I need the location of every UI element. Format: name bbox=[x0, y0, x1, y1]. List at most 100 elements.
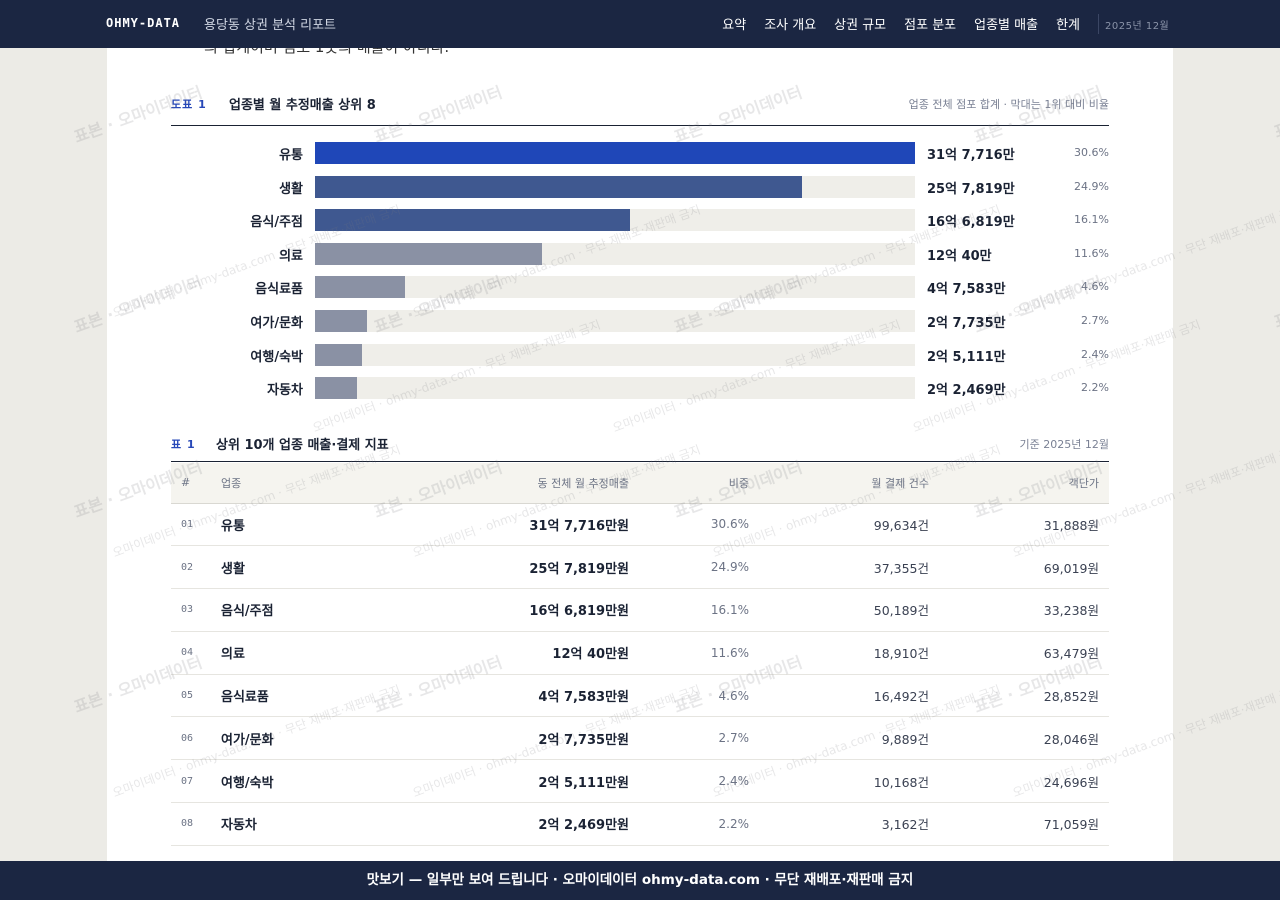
nav-item-store-distribution[interactable]: 점포 분포 bbox=[904, 18, 957, 33]
bar-track bbox=[315, 276, 915, 299]
table-row: 03 음식/주점 16억 6,819만원 16.1% 50,189건 33,238원 bbox=[171, 589, 1109, 632]
rank-cell: 01 bbox=[181, 518, 194, 530]
share-cell: 11.6% bbox=[710, 645, 749, 660]
rank-cell: 08 bbox=[181, 818, 194, 830]
table-row: 06 여가/문화 2억 7,735만원 2.7% 9,889건 28,046원 bbox=[171, 717, 1109, 760]
sales-cell: 2억 5,111만원 bbox=[538, 775, 629, 791]
preview-footer-banner: 맛보기 — 일부만 보여 드립니다 · 오마이데이터 ohmy-data.com… bbox=[0, 861, 1280, 900]
table-row: 01 유통 31억 7,716만원 30.6% 99,634건 31,888원 bbox=[171, 503, 1109, 546]
bar-percent-label: 2.7% bbox=[1081, 314, 1109, 327]
sales-cell: 4억 7,583만원 bbox=[538, 690, 629, 706]
nav-item-summary[interactable]: 요약 bbox=[722, 18, 747, 33]
share-cell: 16.1% bbox=[710, 602, 749, 617]
figure-note: 업종 전체 점포 합계 · 막대는 1위 대비 비율 bbox=[908, 98, 1109, 111]
nav-item-market-size[interactable]: 상권 규모 bbox=[834, 18, 887, 33]
bar-value-label: 2억 7,735만 bbox=[927, 316, 1006, 331]
category-cell: 여행/숙박 bbox=[221, 775, 274, 791]
share-cell: 4.6% bbox=[718, 688, 750, 703]
sales-table: # 업종 동 전체 월 추정매출 비중 월 결제 건수 객단가 01 유통 31억 … bbox=[171, 463, 1109, 846]
nav-menu: 요약 조사 개요 상권 규모 점포 분포 업종별 매출 한계 bbox=[722, 14, 1080, 33]
nav-item-limits[interactable]: 한계 bbox=[1056, 18, 1080, 33]
col-sales: 동 전체 월 추정매출 bbox=[372, 463, 639, 504]
rank-cell: 02 bbox=[181, 561, 194, 573]
category-cell: 음식료품 bbox=[221, 690, 269, 706]
nav-item-sales-by-category[interactable]: 업종별 매출 bbox=[974, 18, 1039, 33]
bar-category-label: 자동차 bbox=[267, 383, 303, 399]
nav-item-overview[interactable]: 조사 개요 bbox=[764, 18, 817, 33]
share-cell: 2.4% bbox=[718, 774, 750, 789]
sales-cell: 16억 6,819만원 bbox=[529, 604, 629, 620]
sales-cell: 2억 7,735만원 bbox=[538, 732, 629, 748]
sales-cell: 25억 7,819만원 bbox=[529, 561, 629, 577]
transactions-cell: 37,355건 bbox=[873, 560, 929, 576]
share-cell: 30.6% bbox=[710, 517, 749, 532]
bar bbox=[315, 310, 368, 332]
top-navbar: OHMY-DATA 용당동 상권 분석 리포트 요약 조사 개요 상권 규모 점… bbox=[0, 0, 1280, 48]
col-category: 업종 bbox=[211, 463, 373, 504]
category-cell: 자동차 bbox=[221, 818, 257, 834]
bar-value-label: 16억 6,819만 bbox=[927, 215, 1015, 231]
table-row: 07 여행/숙박 2억 5,111만원 2.4% 10,168건 24,696원 bbox=[171, 760, 1109, 803]
bar-row: 음식/주점 16억 6,819만 16.1% bbox=[171, 209, 1109, 232]
watermark-text: 표본 · 오마이데이터 bbox=[1271, 78, 1280, 142]
transactions-cell: 50,189건 bbox=[873, 603, 929, 619]
bar-value-label: 2억 5,111만 bbox=[927, 349, 1006, 365]
bar-track bbox=[315, 310, 915, 332]
col-transactions: 월 결제 건수 bbox=[759, 463, 939, 504]
figure-header: 도표 1 업종별 월 추정매출 상위 8 업종 전체 점포 합계 · 막대는 1… bbox=[171, 96, 1109, 126]
bar bbox=[315, 175, 802, 198]
table-row: 02 생활 25억 7,819만원 24.9% 37,355건 69,019원 bbox=[171, 546, 1109, 589]
transactions-cell: 18,910건 bbox=[873, 646, 929, 662]
category-cell: 여가/문화 bbox=[221, 732, 274, 748]
bar-category-label: 의료 bbox=[279, 248, 303, 264]
category-cell: 의료 bbox=[221, 647, 245, 663]
bar-track bbox=[315, 242, 915, 265]
col-avg-ticket: 객단가 bbox=[939, 463, 1109, 504]
bar-category-label: 여가/문화 bbox=[250, 316, 303, 331]
bar bbox=[315, 343, 363, 366]
transactions-cell: 10,168건 bbox=[873, 774, 929, 790]
bar-value-label: 2억 2,469만 bbox=[927, 383, 1006, 399]
bar-percent-label: 24.9% bbox=[1074, 179, 1109, 193]
bar-track bbox=[315, 343, 915, 366]
bar-value-label: 12억 40만 bbox=[927, 248, 992, 264]
table-row: 05 음식료품 4억 7,583만원 4.6% 16,492건 28,852원 bbox=[171, 674, 1109, 717]
bar-percent-label: 4.6% bbox=[1081, 280, 1109, 294]
bar-track bbox=[315, 175, 915, 198]
nav-divider bbox=[1098, 14, 1099, 34]
share-cell: 2.7% bbox=[718, 731, 750, 746]
avg-ticket-cell: 24,696원 bbox=[1043, 774, 1099, 790]
bar bbox=[315, 142, 915, 164]
bar-row: 여행/숙박 2억 5,111만 2.4% bbox=[171, 343, 1109, 366]
category-cell: 음식/주점 bbox=[221, 604, 274, 620]
category-cell: 유통 bbox=[221, 518, 245, 534]
bar bbox=[315, 242, 542, 265]
bar-category-label: 음식/주점 bbox=[250, 215, 303, 231]
bar-track bbox=[315, 209, 915, 232]
transactions-cell: 99,634건 bbox=[873, 517, 929, 533]
bar-row: 의료 12억 40만 11.6% bbox=[171, 242, 1109, 265]
bar-value-label: 31억 7,716만 bbox=[927, 148, 1015, 163]
table-row: 04 의료 12억 40만원 11.6% 18,910건 63,479원 bbox=[171, 631, 1109, 675]
avg-ticket-cell: 71,059원 bbox=[1043, 817, 1099, 833]
bar-row: 음식료품 4억 7,583만 4.6% bbox=[171, 276, 1109, 299]
bar-row: 유통 31억 7,716만 30.6% bbox=[171, 142, 1109, 164]
col-share: 비중 bbox=[639, 463, 759, 504]
brand-logo[interactable]: OHMY-DATA bbox=[106, 16, 181, 30]
bar-category-label: 유통 bbox=[279, 148, 303, 163]
table-title: 상위 10개 업종 매출·결제 지표 bbox=[216, 438, 389, 453]
transactions-cell: 16,492건 bbox=[873, 689, 929, 705]
report-title: 용당동 상권 분석 리포트 bbox=[204, 18, 336, 33]
rank-cell: 05 bbox=[181, 690, 194, 702]
share-cell: 2.2% bbox=[718, 816, 750, 831]
bar-percent-label: 30.6% bbox=[1074, 146, 1109, 159]
transactions-cell: 3,162건 bbox=[881, 817, 929, 833]
avg-ticket-cell: 63,479원 bbox=[1043, 646, 1099, 662]
bar-percent-label: 16.1% bbox=[1074, 213, 1109, 227]
table-header: 표 1 상위 10개 업종 매출·결제 지표 기준 2025년 12월 bbox=[171, 432, 1109, 462]
watermark-text: 표본 · 오마이데이터 bbox=[1271, 268, 1280, 332]
share-cell: 24.9% bbox=[710, 560, 749, 575]
avg-ticket-cell: 33,238원 bbox=[1043, 603, 1099, 619]
bar bbox=[315, 377, 358, 400]
col-rank: # bbox=[171, 463, 211, 504]
